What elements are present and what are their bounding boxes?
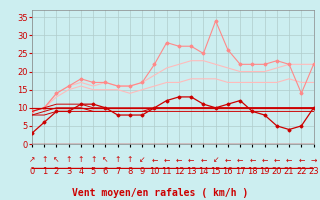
Text: 15: 15 — [211, 168, 221, 176]
Text: ←: ← — [237, 156, 243, 164]
Text: Vent moyen/en rafales ( km/h ): Vent moyen/en rafales ( km/h ) — [72, 188, 248, 198]
Text: ↙: ↙ — [212, 156, 219, 164]
Text: 6: 6 — [103, 168, 108, 176]
Text: 5: 5 — [91, 168, 96, 176]
Text: ←: ← — [151, 156, 158, 164]
Text: ←: ← — [249, 156, 256, 164]
Text: ←: ← — [225, 156, 231, 164]
Text: ←: ← — [164, 156, 170, 164]
Text: 8: 8 — [127, 168, 132, 176]
Text: 16: 16 — [223, 168, 233, 176]
Text: 21: 21 — [284, 168, 294, 176]
Text: ←: ← — [274, 156, 280, 164]
Text: 13: 13 — [186, 168, 196, 176]
Text: ↙: ↙ — [139, 156, 145, 164]
Text: 9: 9 — [140, 168, 145, 176]
Text: ↑: ↑ — [90, 156, 96, 164]
Text: 2: 2 — [54, 168, 59, 176]
Text: 19: 19 — [260, 168, 270, 176]
Text: 11: 11 — [161, 168, 172, 176]
Text: ←: ← — [261, 156, 268, 164]
Text: 17: 17 — [235, 168, 245, 176]
Text: 10: 10 — [149, 168, 160, 176]
Text: 22: 22 — [296, 168, 307, 176]
Text: ↑: ↑ — [41, 156, 47, 164]
Text: ←: ← — [200, 156, 207, 164]
Text: ↖: ↖ — [102, 156, 109, 164]
Text: 14: 14 — [198, 168, 209, 176]
Text: ↗: ↗ — [29, 156, 35, 164]
Text: 18: 18 — [247, 168, 258, 176]
Text: 3: 3 — [66, 168, 71, 176]
Text: ↑: ↑ — [115, 156, 121, 164]
Text: 4: 4 — [78, 168, 84, 176]
Text: 20: 20 — [272, 168, 282, 176]
Text: →: → — [310, 156, 317, 164]
Text: 12: 12 — [174, 168, 184, 176]
Text: 7: 7 — [115, 168, 120, 176]
Text: ↑: ↑ — [66, 156, 72, 164]
Text: ←: ← — [188, 156, 194, 164]
Text: ↑: ↑ — [127, 156, 133, 164]
Text: ←: ← — [298, 156, 305, 164]
Text: ↖: ↖ — [53, 156, 60, 164]
Text: 23: 23 — [308, 168, 319, 176]
Text: 0: 0 — [29, 168, 35, 176]
Text: ←: ← — [176, 156, 182, 164]
Text: ↑: ↑ — [78, 156, 84, 164]
Text: ←: ← — [286, 156, 292, 164]
Text: 1: 1 — [42, 168, 47, 176]
